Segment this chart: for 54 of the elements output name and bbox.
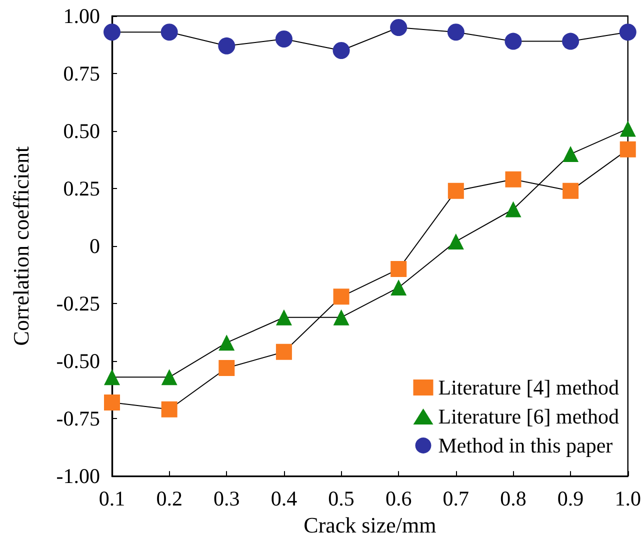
x-tick-label: 0.7 xyxy=(442,486,470,511)
point xyxy=(505,171,522,188)
point xyxy=(390,19,408,36)
y-tick-label: -1.00 xyxy=(56,464,100,488)
x-tick-label: 0.6 xyxy=(385,486,412,511)
point xyxy=(620,141,636,158)
y-tick-label: -0.50 xyxy=(56,349,100,374)
point xyxy=(218,334,235,351)
point xyxy=(620,120,636,137)
y-tick-label: 0.25 xyxy=(63,176,100,201)
x-tick-label: 0.9 xyxy=(557,486,584,511)
point xyxy=(619,24,636,41)
x-axis-title: Crack size/mm xyxy=(304,512,436,538)
y-tick-label: 0.75 xyxy=(63,62,100,86)
point xyxy=(161,369,178,386)
x-tick-label: 0.2 xyxy=(156,486,182,511)
x-tick-label: 0.3 xyxy=(214,486,240,511)
y-tick-label: 0.50 xyxy=(63,119,100,144)
y-tick-label: -0.25 xyxy=(56,292,100,316)
point xyxy=(390,261,407,278)
x-tick-label: 0.4 xyxy=(270,486,298,511)
point xyxy=(448,233,464,250)
legend-label: Method in this paper xyxy=(438,434,613,458)
point xyxy=(161,401,178,418)
y-tick-label: -0.75 xyxy=(56,406,100,431)
point xyxy=(562,146,579,162)
x-tick-label: 0.8 xyxy=(500,486,526,511)
point xyxy=(505,201,522,218)
legend-label: Literature [4] method xyxy=(438,376,620,400)
point xyxy=(218,37,236,54)
point xyxy=(448,182,464,199)
point xyxy=(276,344,292,360)
point xyxy=(218,360,235,376)
point xyxy=(104,24,120,41)
point xyxy=(332,42,350,60)
x-tick-label: 0.1 xyxy=(98,486,126,511)
y-axis-title: Correlation coefficient xyxy=(8,146,34,346)
y-tick-label: 1.00 xyxy=(63,4,100,28)
x-tick-label: 1.0 xyxy=(614,486,641,511)
point xyxy=(104,394,120,410)
point xyxy=(562,182,579,199)
y-tick-label: 0 xyxy=(90,234,100,258)
point xyxy=(104,369,120,386)
point xyxy=(333,309,350,326)
point xyxy=(390,279,407,296)
point xyxy=(562,32,580,50)
point xyxy=(275,30,292,48)
point xyxy=(447,24,464,41)
point xyxy=(504,32,522,50)
point xyxy=(160,24,178,41)
x-tick-label: 0.5 xyxy=(328,486,354,511)
point xyxy=(333,288,350,305)
point xyxy=(276,309,292,326)
legend-label: Literature [6] method xyxy=(438,404,620,428)
